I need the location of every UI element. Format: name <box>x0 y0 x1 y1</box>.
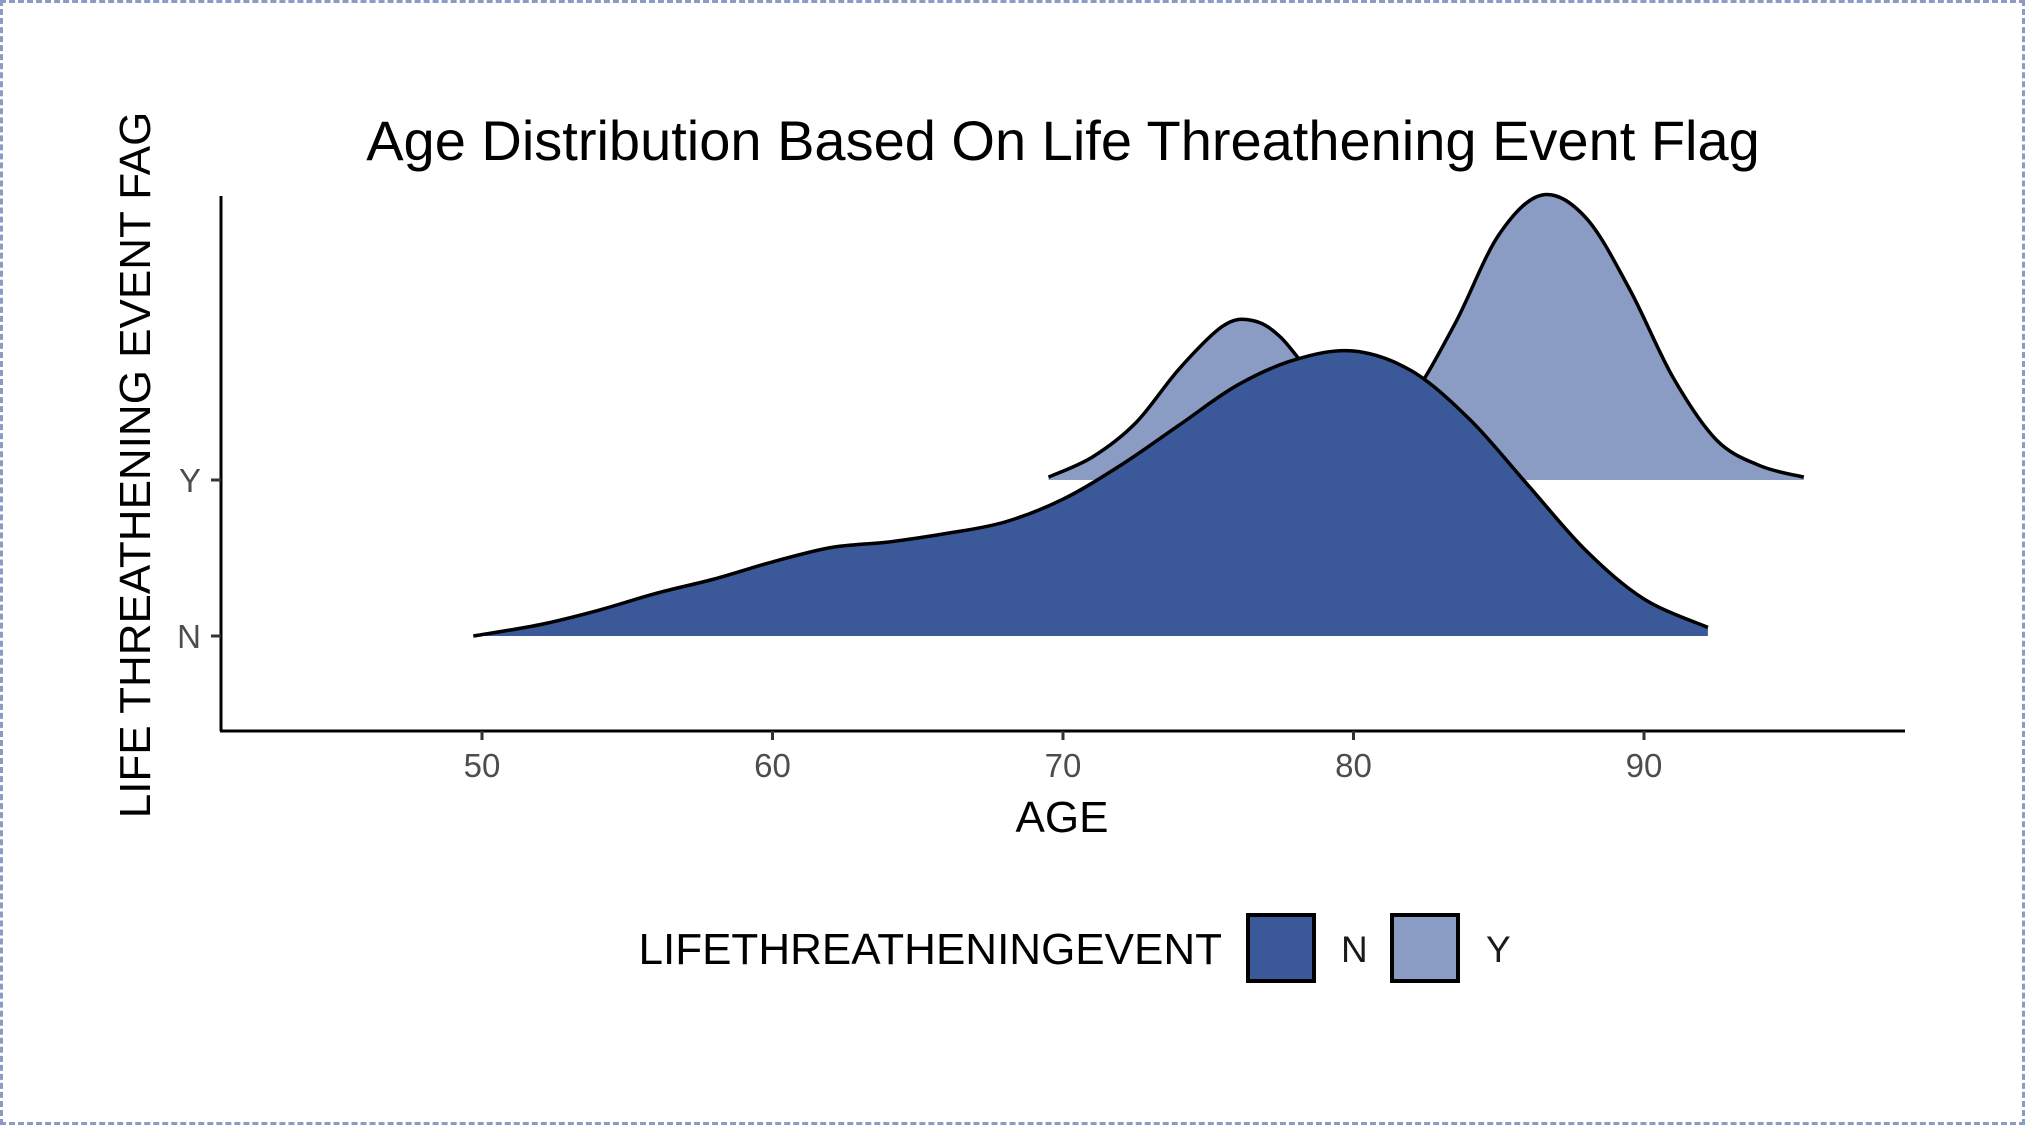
x-axis-title: AGE <box>1016 793 1109 842</box>
legend-label-y: Y <box>1486 929 1511 970</box>
legend-title: LIFETHREATHENINGEVENT <box>639 925 1222 974</box>
y-ticks: NY <box>177 462 221 655</box>
x-tick-label: 60 <box>754 747 791 784</box>
legend: LIFETHREATHENINGEVENT N Y <box>639 913 1511 983</box>
x-tick-label: 50 <box>464 747 501 784</box>
density-area-n <box>473 350 1708 636</box>
y-axis-title: LIFE THREATHENING EVENT FAG <box>111 112 160 819</box>
density-line-n <box>473 348 1709 638</box>
legend-swatch-y <box>1390 913 1460 983</box>
ridges <box>473 192 1805 638</box>
y-tick-label: N <box>177 618 201 655</box>
x-tick-label: 90 <box>1626 747 1663 784</box>
y-tick-label: Y <box>179 462 201 499</box>
chart-title: Age Distribution Based On Life Threathen… <box>366 109 1760 172</box>
legend-swatch-n <box>1246 913 1316 983</box>
x-tick-label: 70 <box>1045 747 1082 784</box>
legend-label-n: N <box>1341 929 1368 970</box>
x-tick-label: 80 <box>1335 747 1372 784</box>
x-ticks: 50 60 70 80 90 <box>464 731 1663 784</box>
